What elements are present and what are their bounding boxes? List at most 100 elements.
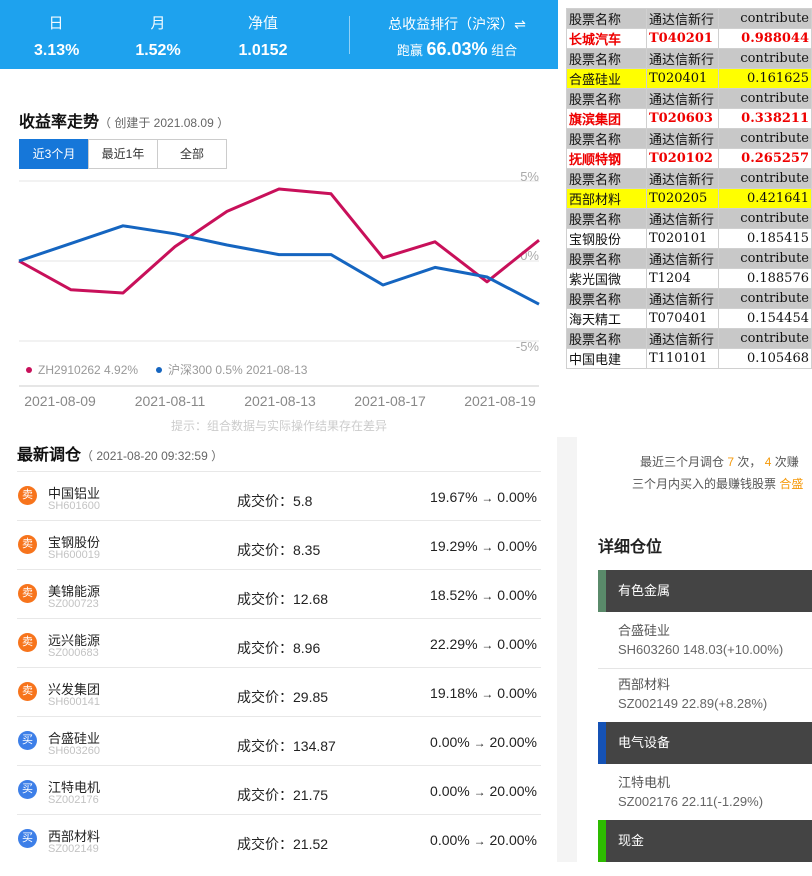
- trade-row[interactable]: 卖远兴能源 SZ000683 成交价：8.96 22.29% → 0.00%: [17, 618, 541, 667]
- sector-nonferrous[interactable]: 有色金属: [598, 570, 812, 612]
- contribute-grid: 股票名称 通达信新行 contribute 长城汽车 T040201 0.988044 股票…: [566, 8, 812, 369]
- sector-electrical[interactable]: 电气设备: [598, 722, 812, 764]
- stock-code: SZ002149: [48, 843, 99, 855]
- x-tick-label: 2021-08-13: [244, 393, 316, 409]
- tab-1-year[interactable]: 最近1年: [88, 139, 158, 169]
- grid-data-row[interactable]: 紫光国微 T1204 0.188576: [566, 268, 812, 289]
- rank-block[interactable]: 总收益排行（沪深）⇌ 跑赢 66.03% 组合: [372, 14, 542, 63]
- price-label: 成交价：: [237, 640, 293, 656]
- grid-header-row: 股票名称 通达信新行 contribute: [566, 208, 812, 229]
- trade-row[interactable]: 卖兴发集团 SH600141 成交价：29.85 19.18% → 0.00%: [17, 667, 541, 716]
- stock-name[interactable]: 合盛硅业: [48, 731, 101, 746]
- stock-name[interactable]: 中国铝业: [48, 486, 101, 501]
- holding-detail: SH603260 148.03(+10.00%): [618, 642, 784, 657]
- sector-color-bar: [598, 820, 606, 862]
- rank-line: 跑赢 66.03% 组合: [372, 37, 542, 63]
- trade-row[interactable]: 卖美锦能源 SZ000723 成交价：12.68 18.52% → 0.00%: [17, 569, 541, 618]
- trade-row[interactable]: 买西部材料 SZ002149 成交价：21.52 0.00% → 20.00%: [17, 814, 541, 863]
- rebalance-note: 最近三个月调仓 7 次， 4 次赚: [640, 453, 799, 470]
- trade-row[interactable]: 卖宝钢股份 SH600019 成交价：8.35 19.29% → 0.00%: [17, 520, 541, 569]
- grid-header-name: 股票名称: [566, 8, 647, 29]
- grid-stock-name: 紫光国微: [566, 268, 647, 289]
- grid-header-row: 股票名称 通达信新行 contribute: [566, 8, 812, 29]
- grid-data-row[interactable]: 西部材料 T020205 0.421641: [566, 188, 812, 209]
- trade-price: 成交价：8.96: [237, 638, 320, 658]
- grid-contribute-value: 0.265257: [718, 148, 812, 169]
- trade-row[interactable]: 买江特电机 SZ002176 成交价：21.75 0.00% → 20.00%: [17, 765, 541, 814]
- sector-label: 电气设备: [618, 735, 671, 750]
- price-value: 29.85: [293, 689, 329, 705]
- x-tick-label: 2021-08-11: [135, 393, 206, 409]
- holding-item[interactable]: 合盛硅业 SH603260 148.03(+10.00%): [618, 622, 783, 660]
- series-line: [18, 224, 540, 306]
- legend-dot: [26, 367, 32, 373]
- grid-stock-name: 宝钢股份: [566, 228, 647, 249]
- weight-change: 22.29% → 0.00%: [430, 636, 537, 652]
- tab-all[interactable]: 全部: [157, 139, 227, 169]
- grid-stock-code: T020603: [646, 108, 719, 129]
- tab-3-months[interactable]: 近3个月: [19, 139, 89, 169]
- arrow-right-icon: →: [481, 589, 494, 603]
- grid-data-row[interactable]: 抚顺特钢 T020102 0.265257: [566, 148, 812, 169]
- grid-stock-code: T040201: [646, 28, 719, 49]
- holding-name: 合盛硅业: [618, 623, 671, 638]
- grid-stock-name: 海天精工: [566, 308, 647, 329]
- y-tick-label: 5%: [520, 170, 539, 184]
- grid-header-contribute: contribute: [718, 208, 812, 229]
- grid-data-row[interactable]: 宝钢股份 T020101 0.185415: [566, 228, 812, 249]
- grid-stock-code: T110101: [646, 348, 719, 369]
- buy-badge: 买: [18, 829, 37, 848]
- legend-entry: ZH2910262 4.92%: [38, 363, 138, 377]
- stat-nav-label: 净值: [247, 15, 278, 32]
- arrow-right-icon: →: [481, 491, 494, 505]
- holding-item[interactable]: 江特电机 SZ002176 22.11(-1.29%): [618, 774, 763, 812]
- sector-label: 现金: [618, 833, 645, 848]
- grid-stock-code: T020205: [646, 188, 719, 209]
- stock-name[interactable]: 兴发集团: [48, 682, 101, 697]
- grid-data-row[interactable]: 合盛硅业 T020401 0.161625: [566, 68, 812, 89]
- weight-from: 0.00%: [430, 832, 470, 848]
- arrow-right-icon: →: [473, 785, 486, 799]
- stock-code: SH600019: [48, 549, 100, 561]
- rank-prefix: 跑赢: [396, 43, 423, 58]
- sell-badge: 卖: [18, 584, 37, 603]
- grid-data-row[interactable]: 旗滨集团 T020603 0.338211: [566, 108, 812, 129]
- y-tick-label: -5%: [516, 339, 540, 354]
- trade-row[interactable]: 买合盛硅业 SH603260 成交价：134.87 0.00% → 20.00%: [17, 716, 541, 765]
- grid-header-row: 股票名称 通达信新行 contribute: [566, 168, 812, 189]
- grid-header-code: 通达信新行: [646, 88, 719, 109]
- price-label: 成交价：: [237, 787, 293, 803]
- grid-data-row[interactable]: 中国电建 T110101 0.105468: [566, 348, 812, 369]
- grid-contribute-value: 0.154454: [718, 308, 812, 329]
- arrow-right-icon: →: [481, 540, 494, 554]
- trade-row[interactable]: 卖中国铝业 SH601600 成交价：5.8 19.67% → 0.00%: [17, 471, 541, 520]
- best-stock-name[interactable]: 合盛: [779, 477, 804, 491]
- grid-header-code: 通达信新行: [646, 328, 719, 349]
- grid-data-row[interactable]: 长城汽车 T040201 0.988044: [566, 28, 812, 49]
- grid-contribute-value: 0.338211: [718, 108, 812, 129]
- weight-from: 18.52%: [430, 587, 478, 603]
- price-label: 成交价：: [237, 542, 293, 558]
- stat-month-label: 月: [150, 15, 166, 32]
- weight-change: 18.52% → 0.00%: [430, 587, 537, 603]
- stock-code: SZ000723: [48, 598, 99, 610]
- sector-cash[interactable]: 现金: [598, 820, 812, 862]
- stock-name[interactable]: 西部材料: [48, 829, 101, 844]
- weight-change: 19.29% → 0.00%: [430, 538, 537, 554]
- trades-time: （ 2021-08-20 09:32:59 ）: [81, 449, 224, 463]
- stock-name[interactable]: 远兴能源: [48, 633, 101, 648]
- holding-item[interactable]: 西部材料 SZ002149 22.89(+8.28%): [618, 676, 767, 714]
- stock-name[interactable]: 江特电机: [48, 780, 101, 795]
- grid-data-row[interactable]: 海天精工 T070401 0.154454: [566, 308, 812, 329]
- stock-name[interactable]: 美锦能源: [48, 584, 101, 599]
- weight-change: 19.67% → 0.00%: [430, 489, 537, 505]
- grid-header-contribute: contribute: [718, 248, 812, 269]
- holding-detail: SZ002176 22.11(-1.29%): [618, 794, 764, 809]
- grid-header-row: 股票名称 通达信新行 contribute: [566, 288, 812, 309]
- price-value: 21.75: [293, 787, 329, 803]
- stat-day: 日 3.13%: [34, 14, 79, 64]
- stock-name[interactable]: 宝钢股份: [48, 535, 101, 550]
- y-tick-label: 0%: [520, 248, 539, 263]
- trades-title-text: 最新调仓: [17, 447, 82, 464]
- buy-badge: 买: [18, 780, 37, 799]
